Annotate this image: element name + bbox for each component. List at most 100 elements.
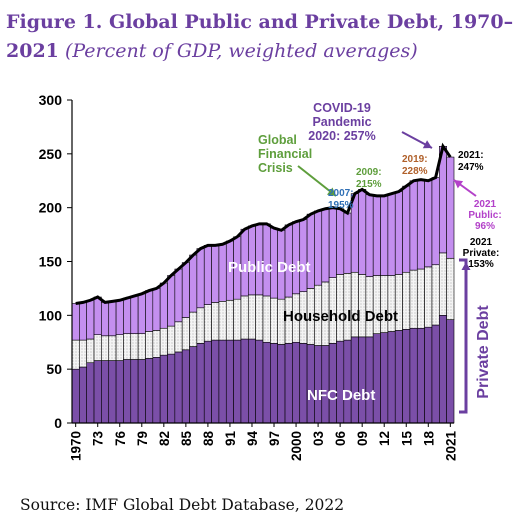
bar-household-1979 [137, 333, 146, 360]
annotation-2009: 2009: 215% [356, 167, 382, 190]
label-household-debt: Household Debt [283, 308, 398, 325]
gfc-arrow-head [326, 187, 336, 196]
bar-household-1974 [101, 335, 110, 361]
bar-household-2015 [402, 271, 411, 330]
bar-public-2006 [336, 208, 345, 275]
chart-title: Figure 1. Global Public and Private Debt… [6, 8, 521, 66]
y-tick-label-0: 0 [54, 415, 62, 431]
bar-household-1996 [262, 295, 271, 343]
y-tick-label-300: 300 [39, 92, 63, 108]
total-debt-line [75, 142, 452, 305]
x-tick-label-76: 76 [113, 431, 128, 447]
bar-household-1982 [159, 327, 168, 356]
bar-nfc-2001 [299, 343, 308, 424]
bar-nfc-1989 [211, 339, 220, 424]
x-tick-label-97: 97 [267, 431, 282, 446]
covid-arrow-head [422, 140, 432, 149]
label-nfc-debt: NFC Debt [307, 387, 375, 404]
bar-nfc-1994 [248, 338, 256, 424]
bar-nfc-2016 [409, 327, 418, 424]
bar-nfc-2021 [446, 319, 455, 424]
bar-nfc-1984 [174, 351, 183, 424]
bar-household-1985 [181, 317, 190, 351]
bar-household-1989 [211, 302, 220, 341]
bar-nfc-1996 [262, 341, 271, 424]
bar-public-1985 [181, 262, 190, 318]
bar-household-1986 [189, 311, 198, 347]
bar-public-1974 [101, 302, 110, 337]
bar-public-2012 [380, 195, 389, 276]
public-arrow-head [454, 180, 464, 189]
x-tick-label-82: 82 [157, 431, 172, 446]
bar-household-1987 [196, 307, 205, 344]
bar-public-1975 [108, 301, 117, 337]
annotation-2021-total: 2021: 247% [458, 150, 484, 173]
bar-public-1971 [79, 302, 87, 341]
bar-public-1982 [159, 282, 168, 329]
y-tick-label-200: 200 [39, 200, 63, 216]
bar-public-2016 [409, 180, 418, 271]
bar-nfc-2008 [350, 336, 359, 424]
title-figure: Figure 1. Global Public and Private Debt… [6, 11, 514, 33]
bar-nfc-2002 [306, 344, 315, 424]
bar-nfc-2019 [431, 324, 440, 424]
bar-nfc-1990 [218, 339, 227, 424]
bar-public-1973 [93, 296, 102, 336]
x-tick-label-2000: 2000 [289, 431, 304, 461]
bar-nfc-2006 [336, 340, 345, 424]
bar-public-2021 [446, 156, 455, 259]
bar-public-1986 [189, 254, 198, 313]
bar-nfc-1986 [189, 346, 198, 424]
bar-household-1988 [203, 304, 212, 342]
bar-nfc-1995 [255, 339, 264, 424]
bar-nfc-1970 [71, 368, 80, 424]
annotation-2019: 2019: 228% [402, 154, 428, 177]
bar-nfc-1976 [115, 360, 124, 424]
bar-household-1976 [115, 334, 124, 361]
bar-nfc-1975 [108, 360, 117, 424]
bar-nfc-2004 [321, 345, 330, 424]
bar-household-1984 [174, 321, 183, 353]
bar-nfc-2013 [387, 331, 396, 424]
bar-public-1983 [167, 275, 176, 327]
bar-public-2019 [431, 177, 440, 266]
bar-household-1994 [248, 294, 256, 340]
bar-household-1973 [93, 334, 102, 361]
chart-subtitle: (Percent of GDP, weighted averages) [64, 40, 418, 62]
bar-public-1970 [71, 303, 80, 341]
bar-household-2020 [439, 252, 447, 316]
x-tick-label-1970: 1970 [69, 431, 84, 461]
bar-public-1988 [203, 245, 212, 305]
bar-household-1975 [108, 335, 117, 361]
bar-public-2009 [358, 189, 367, 275]
bar-household-1995 [255, 294, 264, 341]
bar-public-2018 [424, 180, 433, 268]
x-tick-label-06: 06 [333, 431, 348, 447]
bar-nfc-1998 [277, 344, 286, 424]
x-tick-label-85: 85 [179, 431, 194, 447]
bar-nfc-1987 [196, 343, 205, 424]
x-tick-label-88: 88 [201, 431, 216, 447]
bar-nfc-2009 [358, 336, 367, 424]
x-tick-label-09: 09 [355, 431, 370, 446]
x-tick-label-18: 18 [421, 431, 436, 447]
annotation-2007: 2007: 195% [328, 188, 354, 211]
bar-public-2011 [372, 195, 381, 276]
bar-nfc-2000 [292, 341, 301, 424]
bar-public-2002 [306, 213, 315, 289]
axes-group: 0 50 100 150 200 250 300 1970 73 76 79 82 85 88 91 94 97… [39, 92, 459, 461]
bar-nfc-2003 [314, 345, 323, 424]
x-tick-label-15: 15 [399, 431, 414, 447]
bar-public-2015 [402, 185, 411, 273]
bar-nfc-2020 [439, 315, 447, 424]
bar-nfc-2014 [394, 330, 403, 424]
bar-household-1991 [225, 299, 234, 341]
source-note: Source: IMF Global Debt Database, 2022 [20, 496, 345, 514]
bar-household-1980 [145, 331, 154, 359]
annotation-2021-public: 2021 Public: 96% [468, 199, 501, 232]
bar-household-1993 [240, 295, 249, 340]
bar-public-1990 [218, 243, 227, 302]
x-tick-label-03: 03 [311, 431, 326, 447]
bar-household-1978 [130, 333, 139, 360]
bar-nfc-2015 [402, 329, 411, 424]
